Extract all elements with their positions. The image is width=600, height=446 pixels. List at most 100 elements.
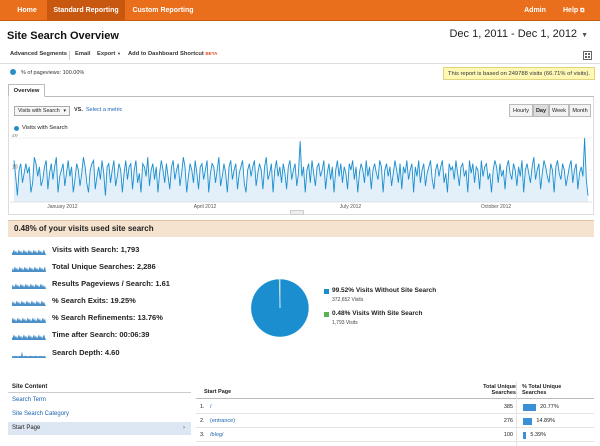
toolbar: Advanced Segments Email Export ▼ Add to … (0, 48, 600, 64)
row-searches-value: 385 (503, 404, 513, 410)
granularity-day[interactable]: Day (533, 104, 549, 117)
sidebar-item-search-category[interactable]: Site Search Category (12, 411, 70, 417)
admin-link[interactable]: Admin (524, 7, 546, 14)
advanced-segments-button[interactable]: Advanced Segments (10, 51, 68, 57)
row-searches-value: 100 (503, 432, 513, 438)
export-button[interactable]: Export ▼ (97, 51, 121, 57)
x-tick-label: July 2012 (340, 204, 362, 210)
sparkline-icon (12, 351, 46, 358)
granularity-hourly[interactable]: Hourly (509, 104, 533, 117)
table-header-divider (196, 398, 594, 399)
col-header-pct-searches[interactable]: % Total Unique Searches (522, 384, 561, 396)
top-nav: Home Standard Reporting Custom Reporting… (0, 0, 600, 21)
chevron-down-icon: ▾ (63, 108, 66, 114)
col-header-line: Searches (522, 390, 547, 396)
date-range-label[interactable]: Dec 1, 2011 - Dec 1, 2012 (449, 28, 578, 40)
shortcut-button[interactable]: Shortcut BETA (180, 51, 217, 57)
email-button[interactable]: Email (75, 51, 91, 57)
row-percent-label: 20.77% (540, 404, 559, 410)
x-tick-label: April 2012 (194, 204, 217, 210)
summary-metric-label[interactable]: % Search Exits: 19.25% (52, 296, 136, 305)
select-metric-link[interactable]: Select a metric (86, 107, 123, 113)
sidebar-item-label[interactable]: Start Page (12, 425, 41, 431)
sparkline-icon (12, 266, 46, 272)
series-line[interactable] (13, 137, 589, 196)
date-range-picker[interactable]: Dec 1, 2011 - Dec 1, 2012 ▼ (449, 28, 588, 40)
metric-select[interactable]: Visits with Search ▾ (14, 106, 70, 116)
pie-slice[interactable] (278, 278, 281, 309)
legend-swatch (324, 289, 329, 294)
granularity-month[interactable]: Month (569, 104, 591, 117)
tab-custom-reporting[interactable]: Custom Reporting (132, 7, 194, 14)
row-page-link[interactable]: (entrance) (210, 418, 236, 424)
chevron-down-icon[interactable]: ▼ (581, 32, 588, 39)
shortcut-label[interactable]: Shortcut (180, 51, 204, 57)
chevron-right-icon: › (183, 425, 185, 431)
row-index: 1. (200, 404, 205, 410)
summary-header (8, 220, 594, 237)
sidebar-item-start-page[interactable]: Start Page › (8, 422, 191, 435)
metric-select-label[interactable]: Visits with Search (18, 108, 60, 114)
summary-metric-label[interactable]: Total Unique Searches: 2,286 (52, 262, 156, 271)
summary-metric-label[interactable]: Time after Search: 00:06:39 (52, 330, 150, 339)
granularity-week[interactable]: Week (549, 104, 569, 117)
help-link[interactable]: Help ⧉ (563, 0, 585, 21)
title-bar: Site Search Overview Dec 1, 2011 - Dec 1… (0, 25, 600, 45)
summary-metric[interactable]: Visits with Search: 1,793 (12, 245, 212, 257)
summary-metric-label[interactable]: Results Pageviews / Search: 1.61 (52, 279, 170, 288)
tab-standard-reporting[interactable]: Standard Reporting (47, 0, 125, 21)
summary-title: 0.48% of your visits used site search (14, 224, 154, 233)
row-index: 2. (200, 418, 205, 424)
table-row[interactable]: 1. / 385 20.77% (196, 401, 594, 414)
x-tick-label: October 2012 (481, 204, 512, 210)
segment-pie-icon (10, 69, 16, 75)
sidebar-item-search-term[interactable]: Search Term (12, 397, 46, 403)
summary-metric-label[interactable]: Visits with Search: 1,793 (52, 245, 140, 254)
row-index: 3. (200, 432, 205, 438)
summary-metric-label[interactable]: % Search Refinements: 13.76% (52, 313, 163, 322)
export-label[interactable]: Export (97, 51, 116, 57)
summary-metric[interactable]: % Search Exits: 19.25% (12, 296, 212, 308)
col-header-unique-searches[interactable]: Total Unique Searches (480, 384, 516, 396)
pie-legend-label: 0.48% Visits With Site Search (332, 310, 423, 317)
beta-badge: BETA (205, 51, 218, 56)
summary-metric[interactable]: Total Unique Searches: 2,286 (12, 262, 212, 274)
pie-legend-label: 99.52% Visits Without Site Search (332, 287, 437, 294)
row-searches-value: 276 (503, 418, 513, 424)
tab-divider (8, 96, 594, 97)
row-page-link[interactable]: / (210, 404, 212, 410)
sparkline-icon (12, 334, 46, 340)
add-to-dashboard-button[interactable]: Add to Dashboard (128, 51, 179, 57)
resize-handle[interactable] (290, 210, 304, 215)
summary-metric-label[interactable]: Search Depth: 4.60 (52, 348, 120, 357)
site-content-heading: Site Content (12, 384, 48, 390)
sparkline-icon (12, 300, 46, 306)
chevron-down-icon: ▼ (116, 51, 121, 56)
tab-overview[interactable]: Overview (8, 84, 45, 97)
row-percent-bar (523, 432, 527, 439)
col-header-start-page[interactable]: Start Page (204, 389, 232, 395)
table-row[interactable]: 2. (entrance) 276 14.89% (196, 415, 594, 428)
summary-metric[interactable]: Time after Search: 00:06:39 (12, 330, 212, 342)
help-label[interactable]: Help (563, 7, 579, 14)
grid-icon[interactable] (583, 51, 592, 60)
pie-svg (250, 278, 310, 338)
y-tick-label: 20 (12, 134, 18, 139)
pie-chart (250, 278, 310, 343)
summary-metric[interactable]: Search Depth: 4.60 (12, 348, 212, 360)
row-percent-bar (523, 404, 537, 411)
sparkline-icon (12, 317, 46, 323)
segment-label: % of pageviews: 100.00% (21, 70, 85, 76)
row-percent-label: 14.89% (536, 418, 556, 424)
row-page-link[interactable]: /blog/ (210, 432, 224, 438)
sparkline-icon (12, 283, 46, 289)
summary-metric[interactable]: Results Pageviews / Search: 1.61 (12, 279, 212, 291)
summary-metric[interactable]: % Search Refinements: 13.76% (12, 313, 212, 325)
toolbar-divider (69, 51, 70, 60)
col-header-line: Searches (491, 390, 516, 396)
sidenav-divider (8, 392, 191, 393)
tab-home[interactable]: Home (17, 7, 37, 14)
table-row[interactable]: 3. /blog/100 5.39% (196, 429, 594, 442)
sampling-notice: This report is based on 249788 visits (6… (442, 67, 595, 80)
